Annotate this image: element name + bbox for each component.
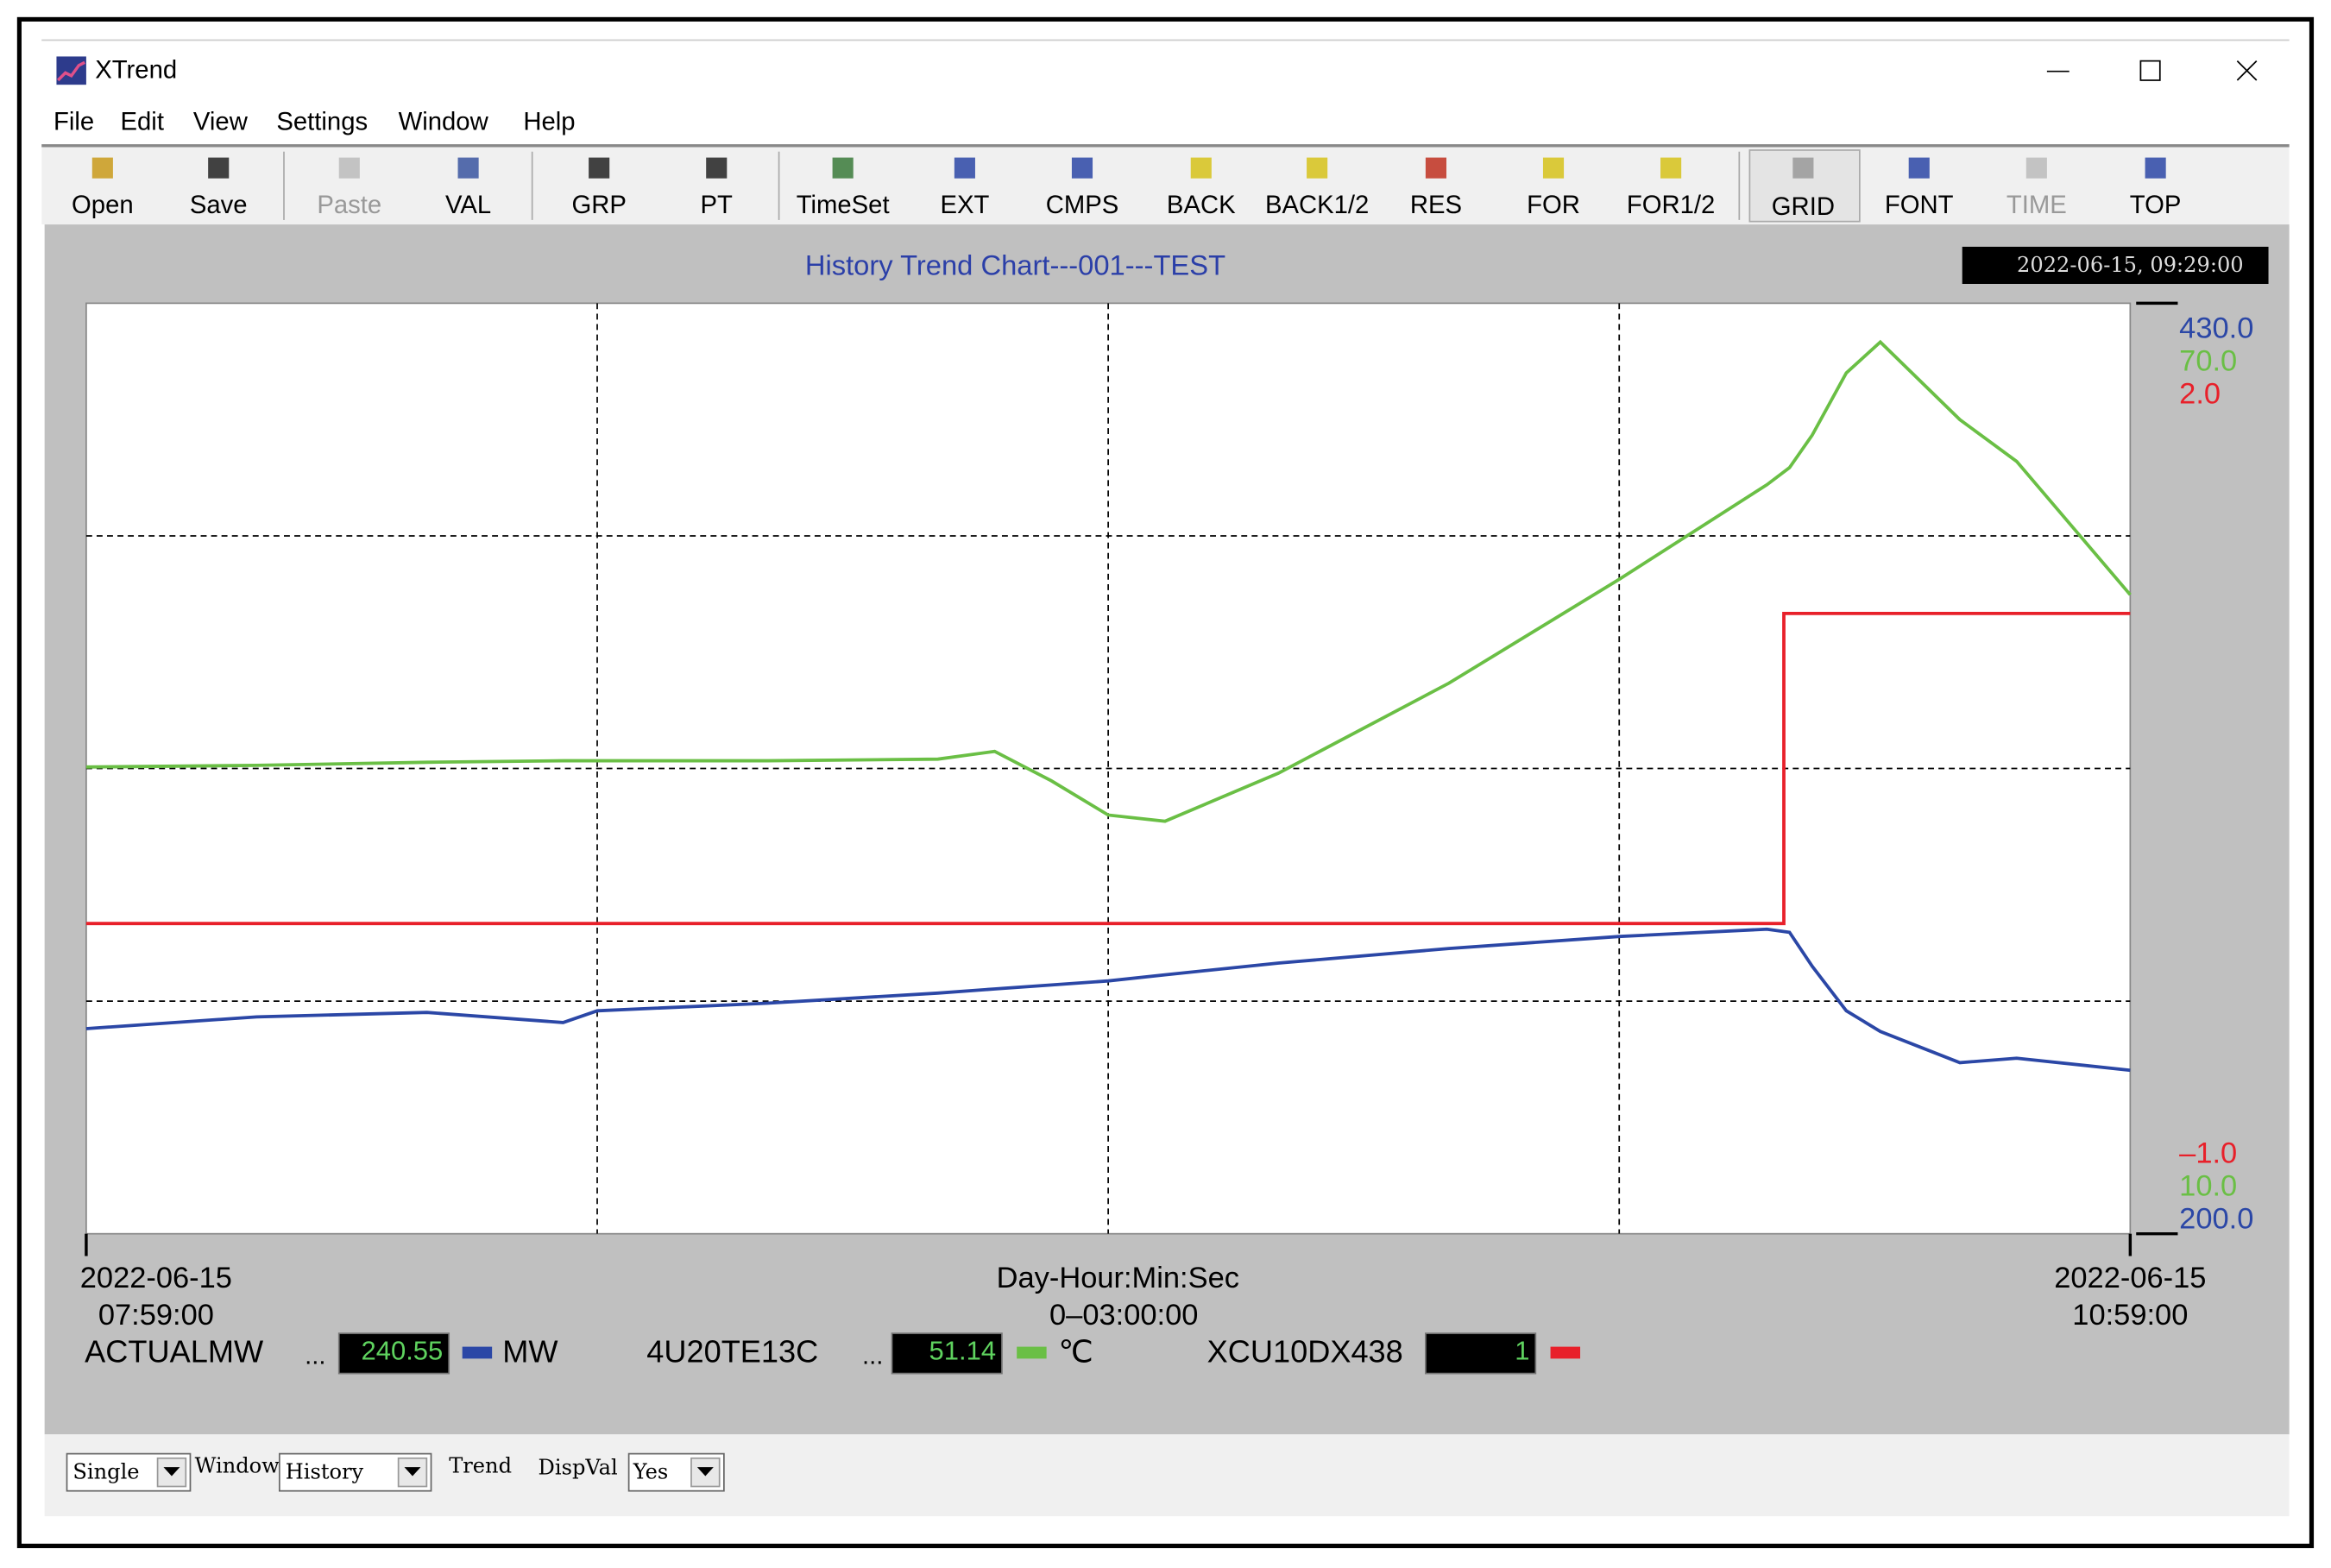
current-value: 51.14 [929, 1336, 996, 1366]
toolbar-button[interactable]: BACK1/2 [1265, 191, 1369, 219]
toolbar-icon [2145, 157, 2166, 179]
series-unit: MW [502, 1334, 558, 1370]
toolbar-icon [338, 157, 360, 179]
menu-item[interactable]: Edit [121, 108, 164, 136]
window-value: History [286, 1459, 364, 1483]
x-start-time: 07:59:00 [98, 1299, 214, 1332]
y-tick-label: 70.0 [2179, 344, 2237, 377]
series-line [85, 611, 2131, 926]
mode-value: Single [72, 1459, 139, 1483]
window-caption: Window [195, 1454, 280, 1478]
mode-select[interactable] [66, 1452, 192, 1492]
toolbar-button[interactable]: RES [1410, 191, 1462, 219]
toolbar-button[interactable]: TOP [2130, 191, 2182, 219]
toolbar-button[interactable]: FOR [1527, 191, 1580, 219]
toolbar-icon [589, 157, 610, 179]
timestamp-box [1962, 246, 2269, 284]
menu-item[interactable]: Help [523, 108, 575, 136]
toolbar-icon [832, 157, 854, 179]
value-box [337, 1332, 450, 1375]
series-prefix: ... [305, 1341, 325, 1370]
value-box [1425, 1332, 1537, 1375]
toolbar-button[interactable]: Paste [317, 191, 381, 219]
dispval-select[interactable] [627, 1452, 725, 1492]
toolbar-icon [91, 157, 113, 179]
series-name: XCU10DX438 [1207, 1334, 1403, 1370]
dispval-value: Yes [633, 1459, 668, 1483]
toolbar-button[interactable]: GRID [1772, 192, 1835, 221]
toolbar-button[interactable]: GRP [571, 191, 626, 219]
x-start-date: 2022-06-15 [80, 1262, 232, 1294]
toolbar-button[interactable]: FOR1/2 [1627, 191, 1715, 219]
y-tick-label: 200.0 [2179, 1202, 2253, 1235]
toolbar-icon [457, 157, 479, 179]
frame [16, 16, 2315, 1548]
current-value: 240.55 [361, 1336, 443, 1366]
menu-item[interactable]: Window [399, 108, 489, 136]
y-tick-label: 2.0 [2179, 377, 2221, 410]
menu-item[interactable]: File [54, 108, 94, 136]
x-end-time: 10:59:00 [2072, 1299, 2188, 1332]
timestamp: 2022-06-15, 09:29:00 [2017, 253, 2244, 277]
series-line [85, 927, 2131, 1073]
chart-title: History Trend Chart---001---TEST [805, 249, 1225, 281]
span-caption: Day-Hour:Min:Sec [997, 1262, 1239, 1294]
toolbar-button[interactable]: PT [701, 191, 734, 219]
y-tick-label: 430.0 [2179, 312, 2253, 344]
toolbar-button[interactable]: Open [72, 191, 134, 219]
legend-swatch [1550, 1346, 1581, 1359]
toolbar-button[interactable]: TimeSet [797, 191, 890, 219]
toolbar-icon [208, 157, 230, 179]
toolbar-button[interactable]: BACK [1167, 191, 1236, 219]
toolbar-button[interactable]: CMPS [1046, 191, 1119, 219]
series-unit: ℃ [1058, 1334, 1093, 1370]
value-box [891, 1332, 1003, 1375]
toolbar-icon [706, 157, 728, 179]
toolbar-button[interactable]: EXT [940, 191, 989, 219]
window-select[interactable] [278, 1452, 432, 1492]
y-tick-label: –1.0 [2179, 1137, 2237, 1169]
toolbar-icon [2025, 157, 2047, 179]
toolbar-icon [1307, 157, 1328, 179]
app-icon [56, 56, 86, 85]
toolbar-icon [1071, 157, 1093, 179]
toolbar-icon [1792, 157, 1814, 179]
x-end-date: 2022-06-15 [2054, 1262, 2206, 1294]
series-line [85, 339, 2132, 823]
toolbar-icon [1542, 157, 1565, 179]
menu-item[interactable]: Settings [276, 108, 368, 136]
toolbar-separators [283, 151, 1741, 220]
toolbar-button[interactable]: TIME [2007, 191, 2067, 219]
window-title: XTrend [95, 55, 177, 84]
current-value: 1 [1515, 1336, 1529, 1366]
trend-caption: Trend [449, 1454, 512, 1478]
toolbar-icon [954, 157, 975, 179]
menu-item[interactable]: View [193, 108, 249, 136]
toolbar-icon [1425, 157, 1446, 179]
legend-swatch [462, 1346, 493, 1359]
toolbar-icon [1908, 157, 1930, 179]
series-name: ACTUALMW [85, 1334, 263, 1370]
series-prefix: ... [862, 1341, 883, 1370]
series-name: 4U20TE13C [646, 1334, 818, 1370]
maximize-button[interactable] [2139, 60, 2161, 81]
toolbar-button[interactable]: Save [190, 191, 248, 219]
dispval-caption: DispVal [539, 1455, 618, 1479]
legend-swatch [1017, 1346, 1047, 1359]
toolbar-button[interactable]: FONT [1885, 191, 1954, 219]
span-value: 0–03:00:00 [1049, 1299, 1198, 1332]
toolbar-button[interactable]: VAL [445, 191, 491, 219]
close-button[interactable] [2236, 60, 2258, 81]
toolbar-icon [1660, 157, 1682, 179]
toolbar-icon [1190, 157, 1212, 179]
y-tick-label: 10.0 [2179, 1169, 2237, 1202]
